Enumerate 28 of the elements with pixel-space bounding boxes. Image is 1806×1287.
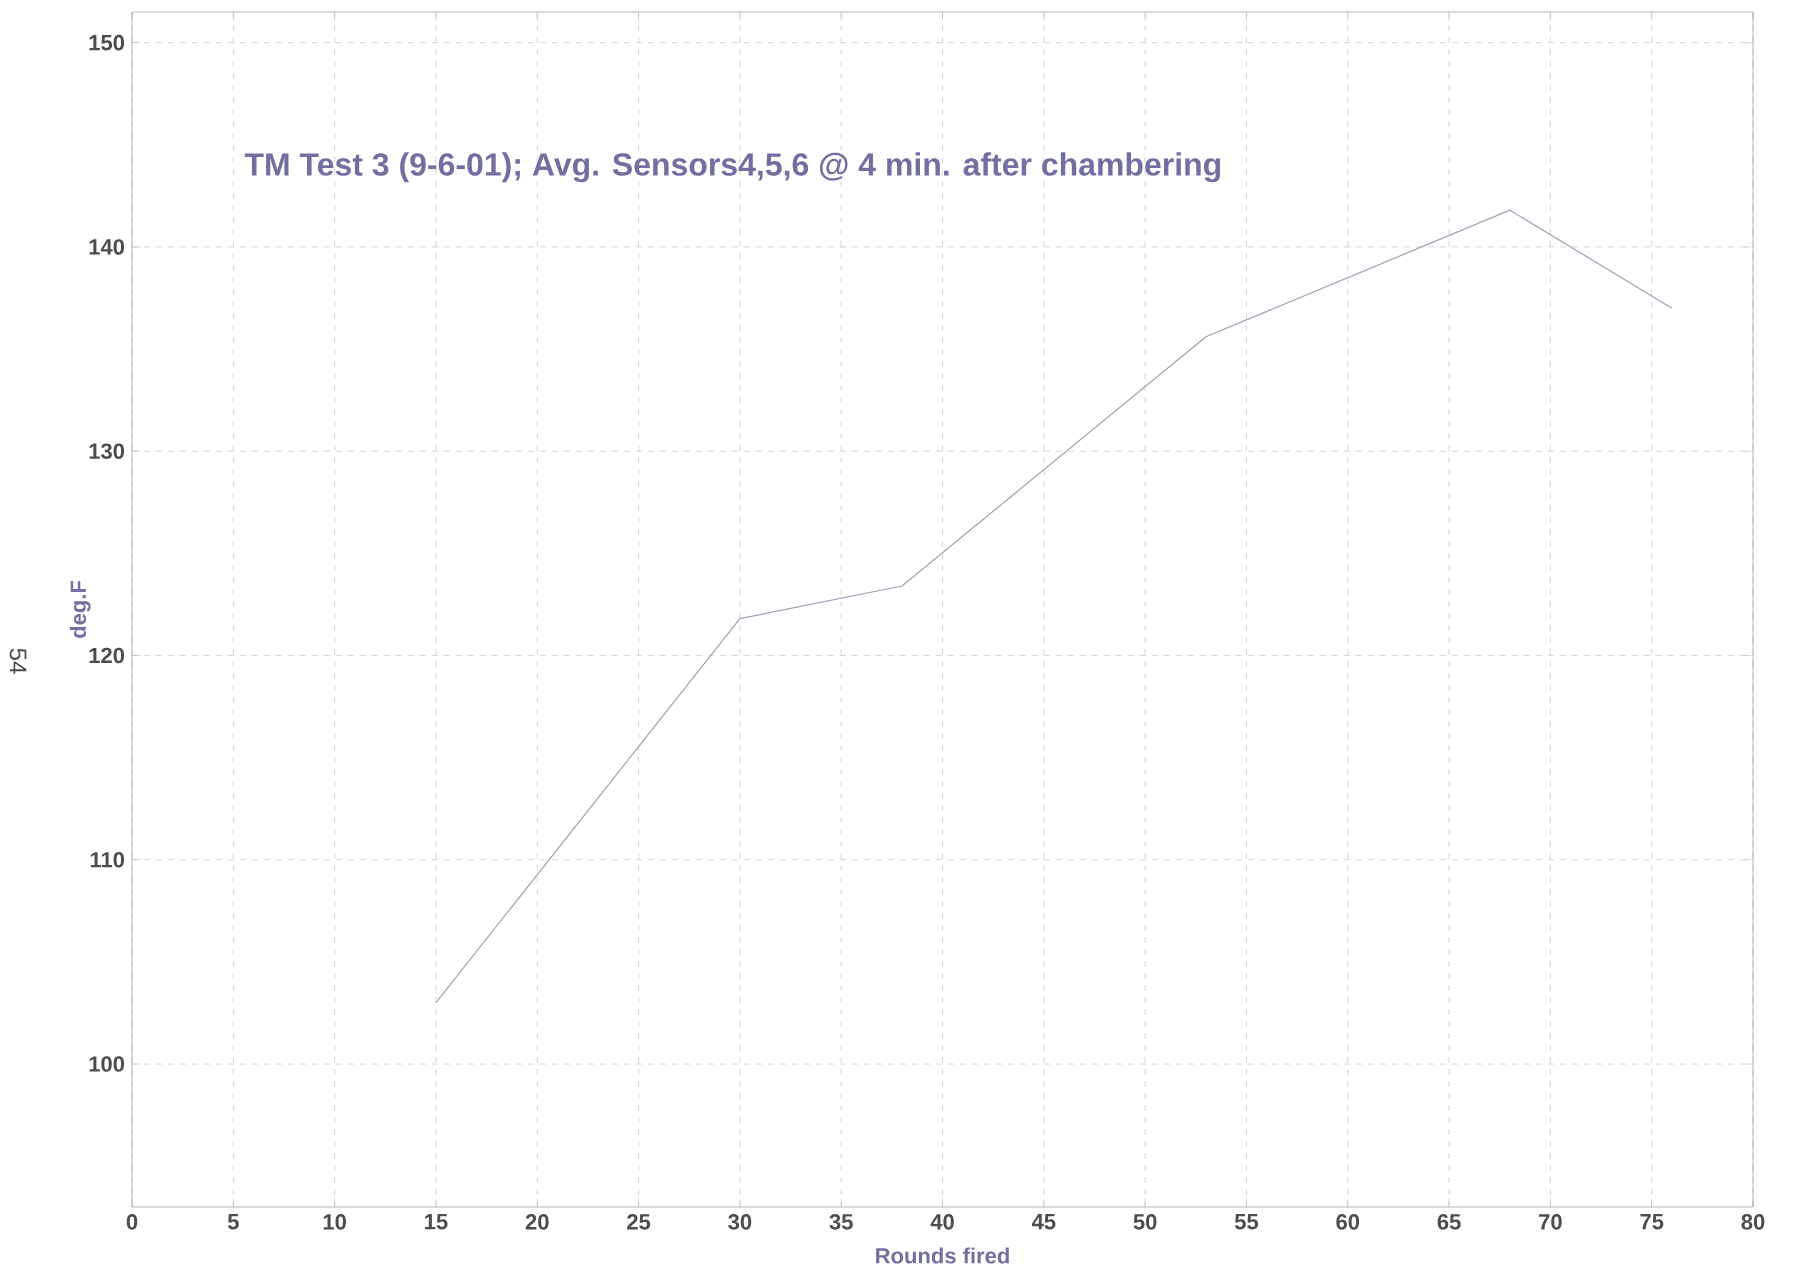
x-tick-label: 0 (126, 1214, 138, 1230)
x-tick-label: 65 (1437, 1214, 1461, 1230)
x-tick-label: 30 (728, 1214, 752, 1230)
text: TM Test 3 (9-6-01); Avg. Sensors4,5,6 @ 4 min. after chambering (244, 152, 1221, 183)
x-tick-label: 60 (1336, 1214, 1360, 1230)
y-axis-title: deg.F (69, 580, 91, 638)
x-tick-label: 5 (227, 1214, 239, 1230)
x-tick-label: 10 (323, 1214, 346, 1230)
x-tick-label: 40 (930, 1214, 954, 1230)
x-tick-label: 20 (525, 1214, 549, 1230)
y-tick-label: 100 (89, 1056, 125, 1072)
y-tick-label: 110 (90, 851, 125, 868)
y-tick-label: 150 (89, 34, 125, 51)
x-tick-label: 35 (829, 1214, 853, 1230)
line-series (435, 209, 1673, 1004)
text: 54 (9, 648, 27, 674)
x-tick-label: 70 (1539, 1214, 1562, 1230)
x-tick-label: 55 (1234, 1214, 1259, 1230)
y-tick-label: 120 (89, 647, 125, 664)
x-tick-label: 75 (1640, 1214, 1664, 1230)
x-axis-title: Rounds fired (876, 1247, 1009, 1264)
x-tick-label: 15 (425, 1214, 448, 1230)
x-tick-label: 50 (1133, 1214, 1157, 1230)
x-tick-label: 80 (1741, 1214, 1765, 1230)
x-tick-label: 25 (627, 1214, 651, 1230)
y-tick-label: 140 (89, 239, 125, 255)
y-tick-label: 130 (89, 443, 125, 459)
x-tick-label: 45 (1031, 1214, 1056, 1230)
